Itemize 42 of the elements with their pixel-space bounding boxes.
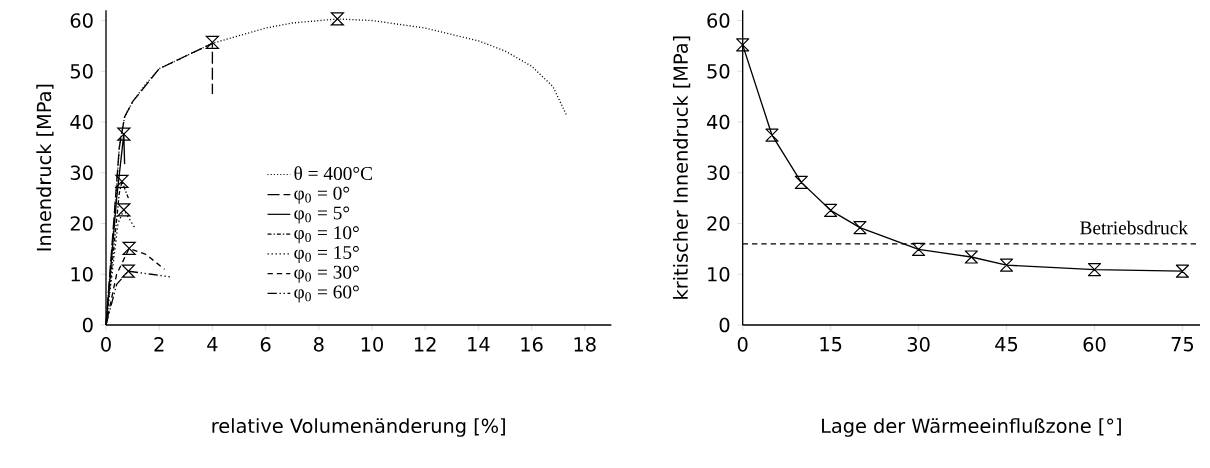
- x-tick-label: 8: [313, 337, 324, 352]
- y-tick-label: 50: [70, 63, 93, 79]
- y-tick-label: 30: [70, 165, 93, 181]
- x-tick-label: 18: [574, 337, 596, 352]
- x-tick-label: 4: [207, 337, 218, 352]
- legend-label: φ$_{0}$ = 10°: [294, 226, 359, 244]
- x-axis-title: relative Volumenänderung [%]: [212, 418, 505, 437]
- y-tick-label: 60: [70, 13, 93, 28]
- x-tick-label: 10: [361, 337, 383, 352]
- legend-label: φ$_{0}$ = 0°: [294, 186, 350, 204]
- y-tick-label: 60: [707, 13, 730, 28]
- legend-label: φ$_{0}$ = 30°: [294, 265, 359, 283]
- y-tick-label: 10: [71, 266, 93, 282]
- legend-label: φ$_{0}$ = 15°: [294, 245, 359, 263]
- x-tick-label: 60: [1083, 337, 1106, 352]
- y-axis-title: kritischer Innendruck [MPa]: [672, 36, 691, 299]
- x-tick-label: 15: [820, 337, 842, 352]
- y-axis-title: Innendruck [MPa]: [36, 84, 54, 251]
- x-tick-label: 45: [995, 337, 1018, 352]
- legend-label: φ$_{0}$ = 5°: [294, 206, 350, 224]
- ref-line-label: Betriebsdruck: [1080, 220, 1188, 235]
- legend-label: φ$_{0}$ = 60°: [294, 285, 359, 303]
- y-tick-label: 10: [708, 266, 730, 282]
- x-tick-label: 0: [737, 337, 748, 352]
- y-tick-label: 40: [706, 114, 730, 130]
- y-tick-label: 20: [707, 216, 730, 231]
- y-tick-label: 50: [707, 63, 730, 79]
- y-tick-label: 20: [70, 216, 93, 231]
- x-tick-label: 14: [468, 337, 490, 352]
- x-tick-label: 0: [101, 337, 111, 352]
- x-tick-label: 30: [907, 337, 930, 352]
- x-axis-title: Lage der Wärmeeinflußzone [°]: [822, 418, 1121, 437]
- x-tick-label: 2: [154, 337, 164, 352]
- y-tick-label: 30: [707, 165, 730, 181]
- y-tick-label: 0: [719, 317, 730, 333]
- x-tick-label: 16: [521, 337, 543, 352]
- y-tick-label: 0: [82, 317, 93, 333]
- x-tick-label: 12: [415, 337, 436, 352]
- y-tick-label: 40: [70, 114, 93, 130]
- legend-label: θ = 400°C: [294, 166, 372, 180]
- x-tick-label: 6: [260, 337, 271, 352]
- x-tick-label: 75: [1171, 337, 1194, 352]
